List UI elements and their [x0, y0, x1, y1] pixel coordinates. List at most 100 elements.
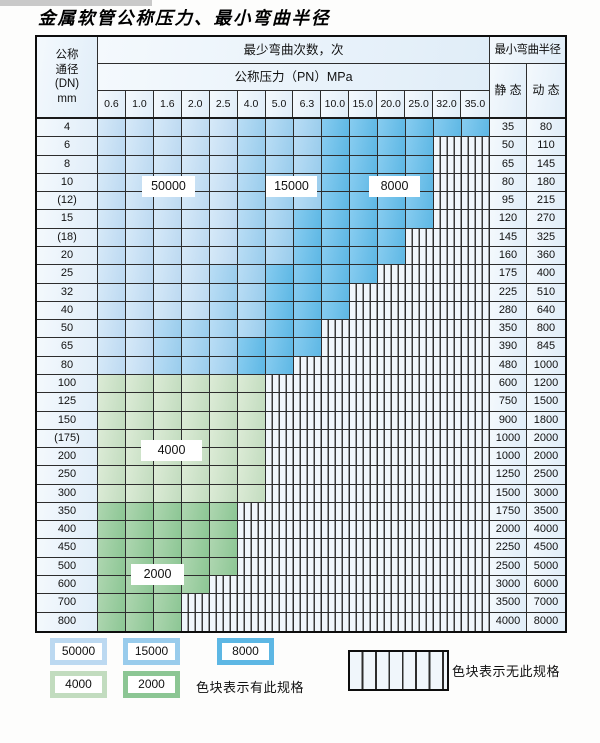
legend-swatch-label: 2000 — [128, 676, 175, 693]
grid-cell-available — [266, 283, 294, 302]
grid-cell-unavailable — [378, 466, 406, 485]
dn-cell: (18) — [37, 228, 98, 247]
grid-cell-unavailable — [294, 612, 322, 631]
grid-cell-unavailable — [182, 612, 210, 631]
grid-cell-available — [350, 246, 378, 266]
grid-cell-unavailable — [266, 521, 294, 540]
dn-cell: 200 — [37, 448, 98, 467]
table-header: 公称 通径 (DN) mm 最少弯曲次数，次 公称压力（PN）MPa 0.6 1.… — [37, 37, 565, 119]
grid-cell-unavailable — [434, 173, 462, 193]
grid-cell-available — [98, 210, 126, 229]
grid-cell-unavailable — [434, 429, 462, 449]
grid-cell-available — [406, 155, 434, 174]
grid-cell-available — [238, 411, 266, 430]
grid-cell-available — [266, 155, 294, 174]
grid-cell-unavailable — [462, 173, 490, 193]
dn-cell: 300 — [37, 484, 98, 503]
grid-cell-available — [238, 301, 266, 321]
dn-cell: 20 — [37, 246, 98, 266]
grid-cell-unavailable — [434, 246, 462, 266]
grid-cell-available — [266, 210, 294, 229]
grid-cell-unavailable — [406, 612, 434, 631]
table-row: 40 280 640 — [37, 301, 565, 321]
table-row: 80 480 1000 — [37, 356, 565, 375]
table-row: 15 120 270 — [37, 210, 565, 229]
table-row: (12) 95 215 — [37, 192, 565, 211]
grid-cell-unavailable — [322, 557, 350, 577]
grid-cell-available — [210, 338, 238, 357]
dynamic-radius-cell: 325 — [527, 228, 565, 247]
grid-cell-available — [182, 338, 210, 357]
grid-cell-available — [266, 265, 294, 284]
grid-cell-unavailable — [210, 612, 238, 631]
grid-cell-available — [322, 137, 350, 156]
grid-cell-unavailable — [406, 228, 434, 247]
grid-cell-available — [210, 320, 238, 339]
grid-cell-unavailable — [322, 320, 350, 339]
dn-cell: 100 — [37, 374, 98, 394]
grid-cell-available — [98, 338, 126, 357]
grid-cell-unavailable — [462, 557, 490, 577]
grid-cell-available — [182, 466, 210, 485]
static-radius-cell: 65 — [490, 155, 527, 174]
grid-cell-available — [210, 356, 238, 375]
grid-cell-unavailable — [350, 320, 378, 339]
grid-cell-unavailable — [294, 539, 322, 558]
grid-cell-unavailable — [434, 393, 462, 412]
grid-cell-unavailable — [378, 594, 406, 613]
grid-cell-unavailable — [322, 448, 350, 467]
dn-cell: 10 — [37, 173, 98, 193]
grid-cell-unavailable — [294, 429, 322, 449]
grid-cell-available — [98, 356, 126, 375]
grid-cell-available — [126, 356, 154, 375]
grid-cell-available — [294, 155, 322, 174]
grid-cell-available — [182, 246, 210, 266]
grid-cell-unavailable — [266, 411, 294, 430]
grid-cell-available — [294, 246, 322, 266]
grid-cell-available — [182, 320, 210, 339]
grid-cell-unavailable — [406, 594, 434, 613]
pressure-tick: 2.5 — [209, 91, 238, 117]
header-nominal-diameter: 公称 通径 (DN) mm — [37, 37, 98, 117]
grid-cell-unavailable — [322, 338, 350, 357]
grid-cell-available — [210, 484, 238, 503]
dn-cell: 50 — [37, 320, 98, 339]
grid-cell-available — [210, 137, 238, 156]
dynamic-radius-cell: 800 — [527, 320, 565, 339]
grid-cell-unavailable — [434, 210, 462, 229]
grid-cell-unavailable — [350, 374, 378, 394]
grid-cell-unavailable — [462, 594, 490, 613]
grid-cell-available — [126, 521, 154, 540]
grid-cell-available — [98, 502, 126, 522]
grid-cell-available — [98, 393, 126, 412]
dynamic-radius-cell: 1800 — [527, 411, 565, 430]
grid-cell-unavailable — [350, 301, 378, 321]
grid-cell-available — [322, 119, 350, 138]
grid-cell-available — [154, 210, 182, 229]
grid-cell-unavailable — [238, 521, 266, 540]
grid-cell-available — [266, 246, 294, 266]
dn-cell: 80 — [37, 356, 98, 375]
pressure-tick: 5.0 — [265, 91, 294, 117]
grid-cell-unavailable — [238, 576, 266, 595]
grid-cell-available — [378, 119, 406, 138]
table-row: 800 4000 8000 — [37, 612, 565, 631]
dynamic-radius-cell: 3000 — [527, 484, 565, 503]
table-row: 50 350 800 — [37, 320, 565, 339]
page-title: 金属软管公称压力、最小弯曲半径 — [38, 9, 331, 29]
grid-cell-unavailable — [434, 192, 462, 211]
legend-no-spec-text: 色块表示无此规格 — [452, 664, 561, 679]
grid-cell-available — [350, 119, 378, 138]
table-body: 4 35 80 6 50 110 8 65 145 10 80 180 (12) 95 215 15 120 27… — [37, 119, 565, 631]
static-radius-cell: 80 — [490, 173, 527, 193]
grid-cell-available — [154, 594, 182, 613]
static-radius-cell: 2500 — [490, 557, 527, 577]
grid-cell-available — [210, 448, 238, 467]
grid-cell-available — [210, 374, 238, 394]
grid-cell-available — [182, 155, 210, 174]
grid-cell-available — [294, 210, 322, 229]
grid-cell-available — [378, 137, 406, 156]
static-radius-cell: 1000 — [490, 448, 527, 467]
grid-cell-available — [154, 484, 182, 503]
